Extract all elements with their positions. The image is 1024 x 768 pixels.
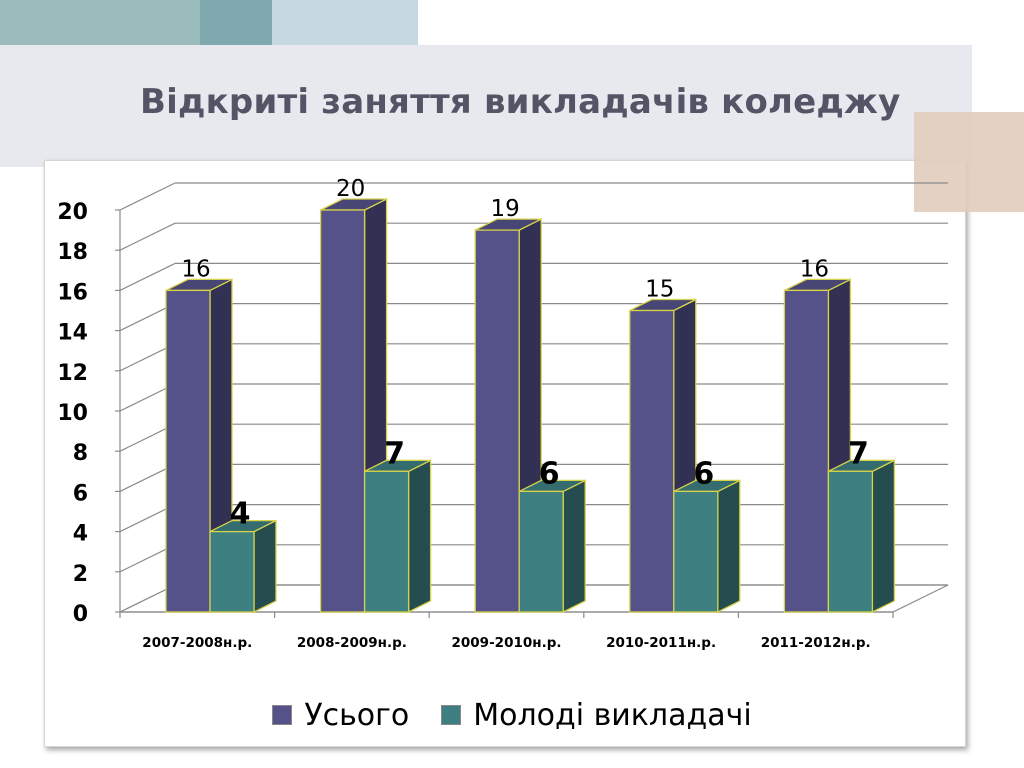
- bar: [629, 309, 675, 613]
- bar-side: [562, 479, 586, 614]
- y-tick-label: 8: [73, 441, 88, 466]
- bar: [827, 470, 874, 613]
- x-tick-label: 2009-2010н.р.: [452, 635, 562, 651]
- y-tick-label: 0: [73, 602, 88, 627]
- data-label: 6: [693, 456, 714, 491]
- data-label: 16: [800, 256, 829, 282]
- data-label: 4: [230, 497, 251, 532]
- bars: [165, 197, 896, 614]
- gridline-side: [119, 262, 176, 291]
- bar-side: [871, 459, 896, 614]
- x-tick-label: 2008-2009н.р.: [297, 635, 407, 651]
- y-tick-label: 20: [57, 200, 88, 225]
- y-tick-label: 4: [73, 522, 88, 547]
- bar: [209, 530, 255, 613]
- data-label: 19: [491, 196, 520, 222]
- x-tick-label: 2010-2011н.р.: [606, 635, 716, 651]
- legend-swatch-total: [272, 705, 293, 725]
- slide-title: Відкриті заняття викладачів коледжу: [140, 82, 901, 122]
- data-label: 20: [336, 176, 365, 202]
- legend-item-young: Молоді викладачі: [441, 697, 752, 733]
- bar: [363, 470, 410, 613]
- data-label: 6: [539, 456, 560, 491]
- y-tick-label: 16: [57, 280, 88, 305]
- legend-label-young: Молоді викладачі: [473, 697, 752, 733]
- legend-item-total: Усього: [272, 698, 409, 733]
- legend: Усього Молоді викладачі: [0, 690, 1024, 740]
- y-tick-label: 2: [73, 562, 88, 587]
- data-label: 15: [645, 277, 674, 303]
- gridline-side: [119, 182, 176, 211]
- bar: [319, 209, 366, 613]
- bar: [474, 229, 520, 613]
- x-tick-label: 2007-2008н.р.: [142, 635, 252, 651]
- data-label: 7: [384, 436, 405, 471]
- legend-label-total: Усього: [304, 697, 410, 733]
- bar-side: [253, 519, 277, 614]
- bar: [165, 289, 211, 613]
- gridline-side: [119, 222, 176, 251]
- y-tick-label: 6: [73, 481, 88, 506]
- data-label: 16: [181, 256, 210, 282]
- legend-swatch-young: [441, 705, 462, 725]
- y-tick-label: 10: [57, 401, 88, 426]
- title-band: [0, 45, 972, 167]
- y-tick-label: 12: [57, 361, 88, 386]
- data-label: 7: [848, 436, 869, 471]
- bar: [783, 289, 830, 613]
- bar: [518, 490, 564, 613]
- data-labels: 16 4 20 7 19 6 15 6 16 7: [181, 176, 868, 532]
- y-tick-label: 18: [57, 240, 88, 265]
- x-tick-label: 2011-2012н.р.: [761, 635, 871, 651]
- bar-side: [407, 459, 432, 614]
- bar-side: [717, 479, 741, 614]
- decor-block-beige: [914, 112, 1024, 212]
- y-tick-label: 14: [57, 321, 88, 346]
- bar: [673, 490, 719, 613]
